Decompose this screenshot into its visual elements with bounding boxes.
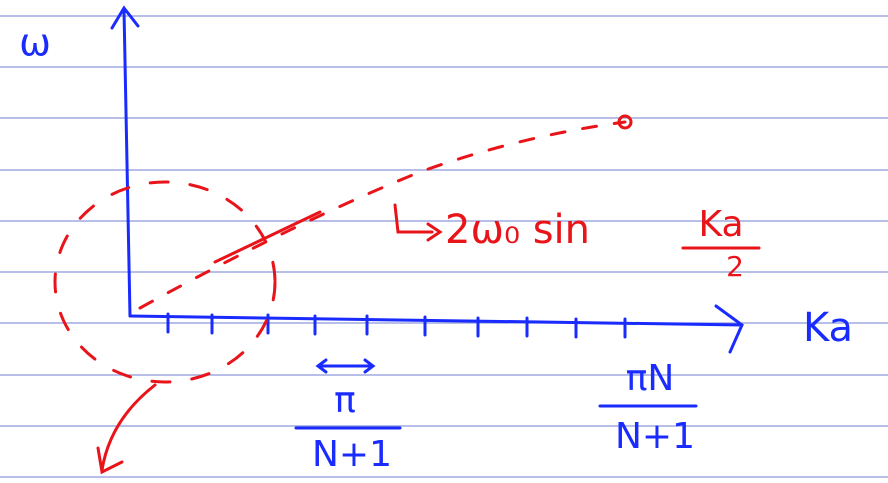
end-label-numerator: πN <box>626 358 675 399</box>
formula-numerator: Ka <box>698 204 743 245</box>
tick-spacing-numerator: π <box>334 380 356 421</box>
formula-prefix: 2ω₀ sin <box>445 207 590 253</box>
whiteboard: ω Ka 2ω₀ sin Ka 2 π N+1 πN N+1 <box>0 0 888 483</box>
tick-spacing-denominator: N+1 <box>312 434 392 475</box>
formula-denominator: 2 <box>726 250 744 283</box>
x-axis-label: Ka <box>803 305 853 351</box>
end-label-denominator: N+1 <box>615 416 695 457</box>
y-axis-label: ω <box>19 21 51 65</box>
